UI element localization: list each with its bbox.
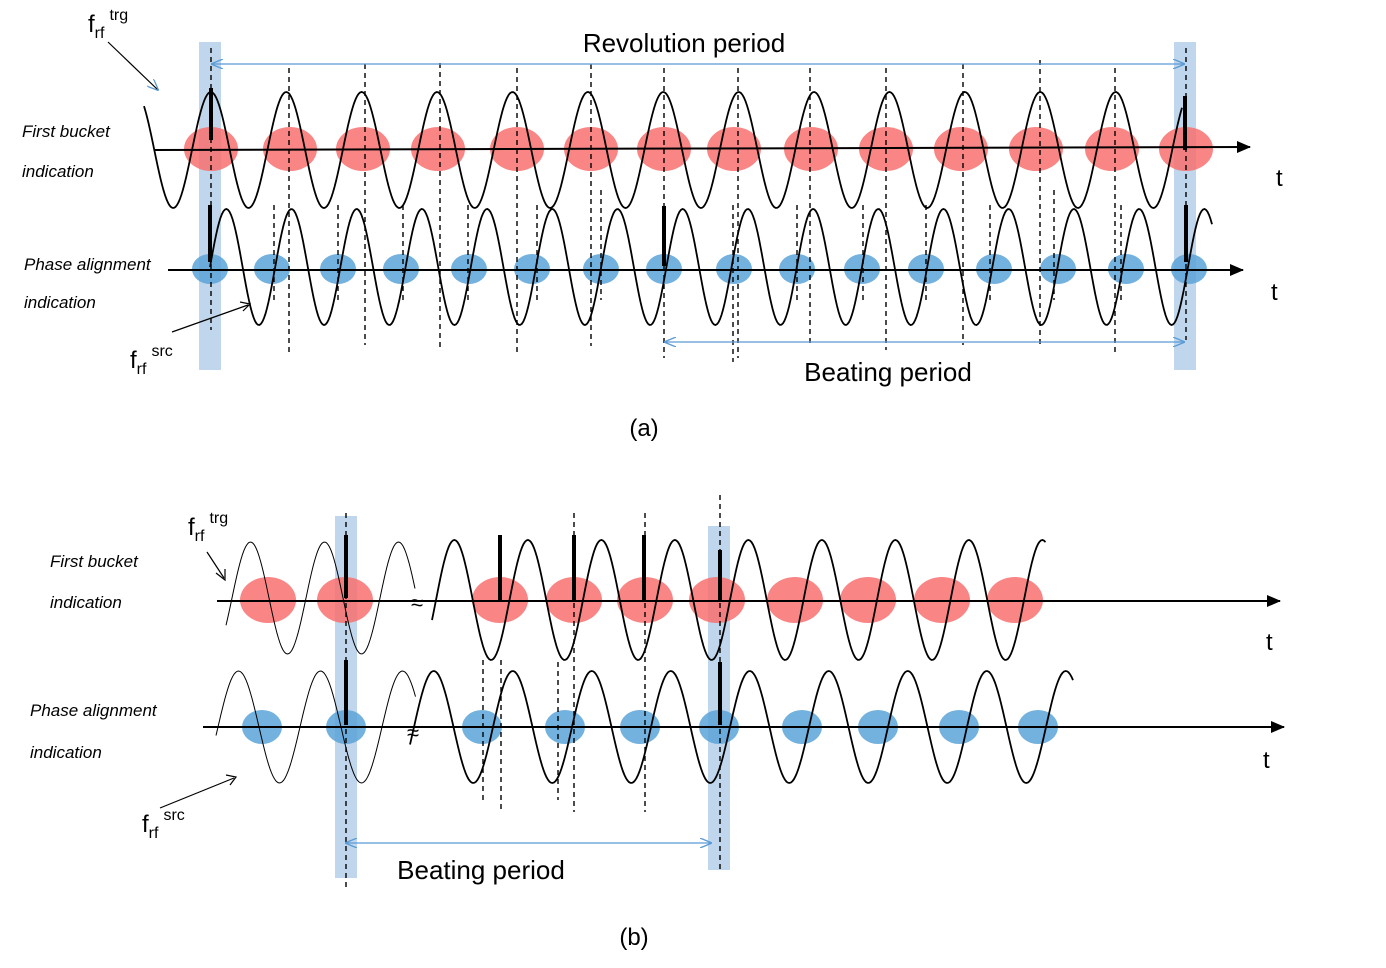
axis-break-mark-top: ≈ (411, 590, 423, 615)
caption-b: (b) (619, 924, 648, 951)
source-phase-dashes (273, 190, 1122, 362)
first-bucket-label-b-line2: indication (50, 593, 122, 612)
time-label-top-b: t (1266, 629, 1273, 656)
trg-pointer-arrow (107, 41, 158, 90)
trg-pointer-arrow-b (206, 551, 225, 579)
phase-alignment-label-line1: Phase alignment (24, 255, 152, 274)
bold-tick-marks-b (344, 535, 722, 725)
source-rf-sine (209, 208, 1213, 326)
phase-dashes-b (345, 495, 721, 888)
f-rf-trg-label: frftrg (88, 7, 128, 42)
phase-alignment-label-line2: indication (24, 293, 96, 312)
source-rf-sine-thin (215, 670, 416, 784)
first-bucket-marker (1009, 127, 1063, 171)
axis-break-mark-bottom: ≈ (407, 720, 419, 745)
bold-tick-marks (208, 88, 1188, 266)
src-pointer-arrow (171, 304, 249, 333)
time-label-bottom: t (1271, 279, 1278, 306)
first-bucket-label-line1: First bucket (22, 122, 111, 141)
time-label-bottom-b: t (1263, 747, 1270, 774)
f-rf-src-label-b: frfsrc (142, 807, 185, 842)
panel-a: Revolution period Beating period First b… (22, 7, 1283, 442)
time-label-top: t (1276, 165, 1283, 192)
source-rf-sine-b (409, 670, 1074, 784)
time-axis-top (154, 141, 1251, 154)
caption-a: (a) (629, 415, 658, 442)
target-rf-sine-thin (225, 541, 416, 655)
panel-b: ≈ ≈ Beating period First bucket indicati… (30, 495, 1285, 951)
first-bucket-label-line2: indication (22, 162, 94, 181)
first-bucket-label-b-line1: First bucket (50, 552, 139, 571)
target-rf-sine (143, 91, 1183, 209)
target-rf-sine-b (431, 539, 1047, 661)
revolution-period-label: Revolution period (583, 28, 785, 58)
f-rf-trg-label-b: frftrg (188, 510, 228, 545)
src-pointer-arrow-b (159, 777, 235, 809)
phase-alignment-label-b-line1: Phase alignment (30, 701, 158, 720)
beating-period-label: Beating period (804, 357, 972, 387)
f-rf-src-label: frfsrc (130, 343, 173, 378)
first-bucket-marker (934, 127, 988, 171)
phase-alignment-label-b-line2: indication (30, 743, 102, 762)
beating-period-label-b: Beating period (397, 855, 565, 885)
